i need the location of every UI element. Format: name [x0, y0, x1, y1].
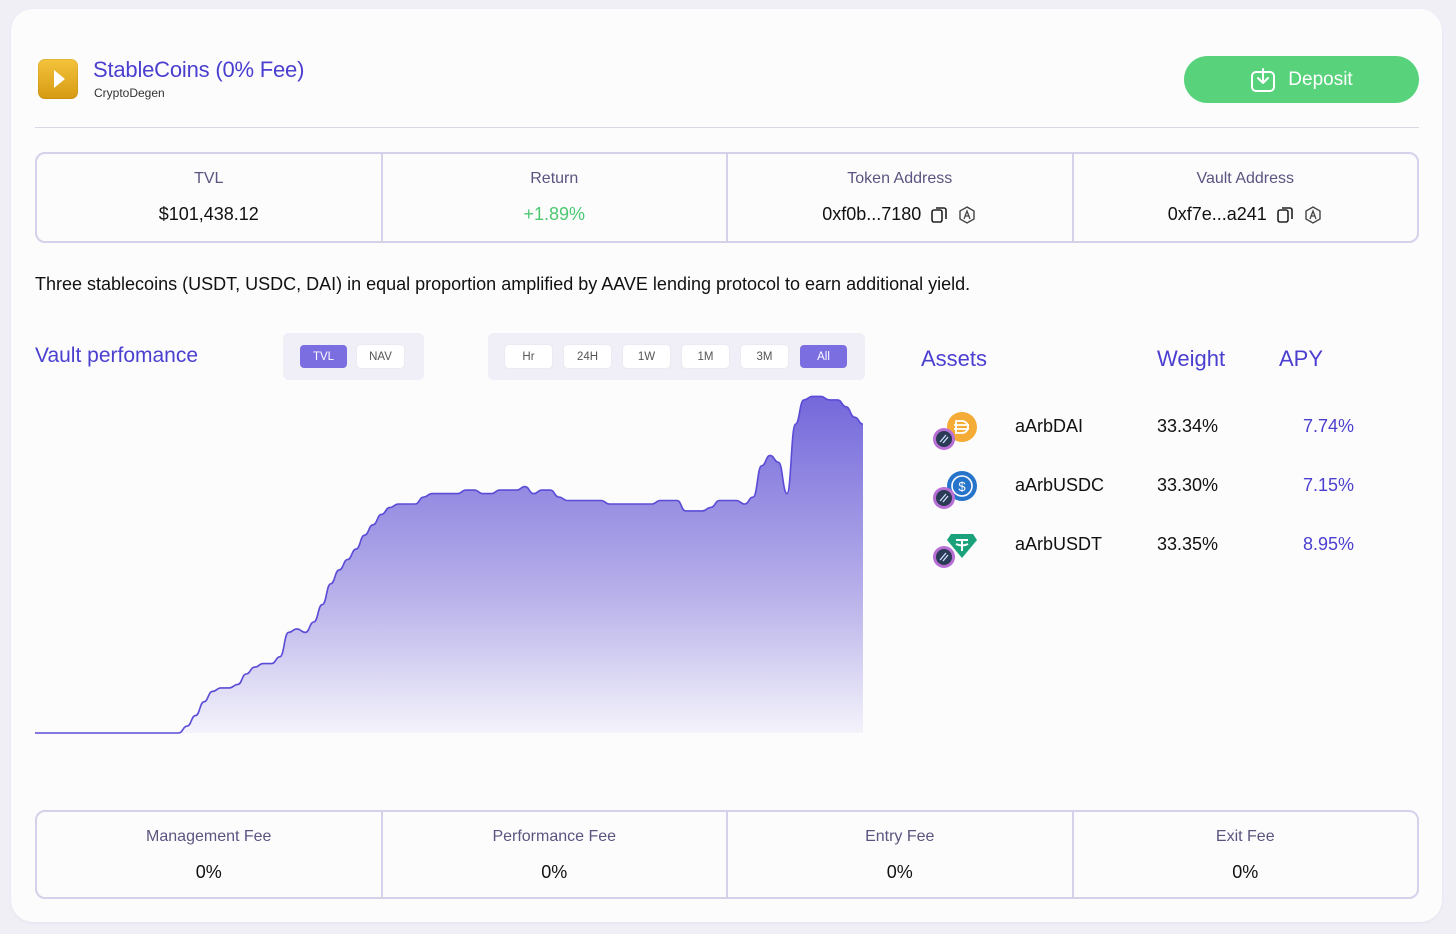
asset-name: aArbDAI	[1015, 416, 1084, 436]
fee-performance: Performance Fee 0%	[383, 812, 728, 897]
asset-row[interactable]: $ aArbUSDC 33.30% 7.15%	[925, 461, 1365, 511]
stat-token-address: Token Address 0xf0b...7180	[728, 154, 1074, 241]
header-divider	[35, 127, 1419, 128]
vault-stats: TVL $101,438.12 Return +1.89% Token Addr…	[35, 152, 1419, 243]
stat-label: Token Address	[847, 170, 953, 187]
performance-title: Vault perfomance	[35, 344, 199, 367]
assets-header: Assets	[921, 346, 988, 371]
fee-value: 0%	[728, 862, 1072, 883]
vault-title: StableCoins (0% Fee)	[93, 57, 305, 82]
usdt-icon	[933, 534, 977, 568]
copy-icon[interactable]	[929, 205, 949, 225]
fee-value: 0%	[383, 862, 727, 883]
range-toggle: Hr 24H 1W 1M 3M All	[488, 333, 865, 380]
fee-label: Exit Fee	[1215, 828, 1275, 845]
exit-fee-value: 0%	[1232, 862, 1259, 882]
range-24h[interactable]: 24H	[564, 345, 611, 368]
download-icon	[1251, 67, 1276, 92]
asset-weight: 33.34%	[1157, 416, 1219, 436]
deposit-label: Deposit	[1288, 68, 1353, 90]
arbiscan-icon[interactable]	[1303, 205, 1323, 225]
performance-chart	[35, 395, 863, 734]
stat-value: 0xf0b...7180	[728, 204, 1072, 225]
fee-value: 0%	[37, 862, 381, 883]
fee-label: Management Fee	[146, 828, 272, 845]
return-value: +1.89%	[523, 204, 586, 224]
vault-address-value: 0xf7e...a241	[1167, 204, 1267, 224]
asset-weight: 33.30%	[1157, 475, 1219, 495]
asset-name: aArbUSDT	[1015, 534, 1103, 554]
management-fee-value: 0%	[195, 862, 222, 882]
stat-tvl: TVL $101,438.12	[37, 154, 383, 241]
tvl-area	[35, 396, 863, 733]
dai-icon	[933, 412, 977, 450]
asset-row[interactable]: aArbUSDT 33.35% 8.95%	[925, 520, 1365, 570]
token-address-value: 0xf0b...7180	[822, 204, 922, 224]
asset-weight: 33.35%	[1157, 534, 1219, 554]
stat-label: Return	[530, 170, 579, 187]
arbiscan-icon[interactable]	[957, 205, 977, 225]
weight-header: Weight	[1157, 346, 1226, 371]
range-3m[interactable]: 3M	[741, 345, 788, 368]
vault-creator: CryptoDegen	[94, 86, 165, 100]
stat-label: TVL	[194, 170, 224, 187]
tab-nav[interactable]: NAV	[357, 345, 404, 368]
range-1w[interactable]: 1W	[623, 345, 670, 368]
play-icon	[54, 70, 65, 88]
range-1m[interactable]: 1M	[682, 345, 729, 368]
metric-toggle: TVL NAV	[283, 333, 424, 380]
fee-value: 0%	[1074, 862, 1418, 883]
performance-fee-value: 0%	[541, 862, 568, 882]
range-all[interactable]: All	[800, 345, 847, 368]
apy-header: APY	[1279, 346, 1324, 371]
vault-logo	[38, 59, 78, 99]
asset-apy: 8.95%	[1302, 534, 1354, 554]
svg-text:$: $	[958, 479, 966, 494]
stat-value: 0xf7e...a241	[1074, 204, 1418, 225]
copy-icon[interactable]	[1275, 205, 1295, 225]
vault-description: Three stablecoins (USDT, USDC, DAI) in e…	[35, 274, 971, 294]
asset-name: aArbUSDC	[1015, 475, 1105, 495]
stat-value: +1.89%	[383, 204, 727, 225]
vault-fees: Management Fee 0% Performance Fee 0% Ent…	[35, 810, 1419, 899]
fee-label: Entry Fee	[865, 828, 935, 845]
usdc-icon: $	[933, 471, 977, 509]
fee-entry: Entry Fee 0%	[728, 812, 1074, 897]
tvl-line	[35, 395, 863, 734]
asset-apy: 7.15%	[1302, 475, 1354, 495]
fee-management: Management Fee 0%	[37, 812, 383, 897]
stat-vault-address: Vault Address 0xf7e...a241	[1074, 154, 1418, 241]
tab-tvl[interactable]: TVL	[300, 345, 347, 368]
range-hr[interactable]: Hr	[505, 345, 552, 368]
asset-row[interactable]: aArbDAI 33.34% 7.74%	[925, 402, 1365, 452]
entry-fee-value: 0%	[886, 862, 913, 882]
stat-value: $101,438.12	[37, 204, 381, 225]
stat-label: Vault Address	[1196, 170, 1295, 187]
asset-apy: 7.74%	[1302, 416, 1354, 436]
tvl-value: $101,438.12	[158, 204, 259, 224]
fee-exit: Exit Fee 0%	[1074, 812, 1418, 897]
fee-label: Performance Fee	[492, 828, 617, 845]
stat-return: Return +1.89%	[383, 154, 728, 241]
deposit-button[interactable]: Deposit	[1184, 56, 1419, 103]
